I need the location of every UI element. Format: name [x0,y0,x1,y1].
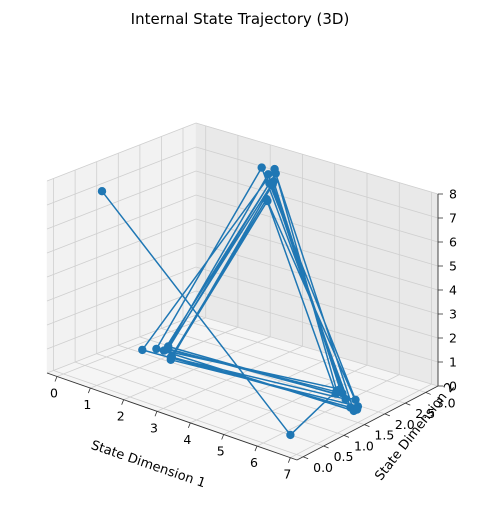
grid-line-z [46,194,439,267]
trajectory-point [271,169,280,178]
z-tick-label: 0 [449,379,457,394]
y-tick-mark [323,445,329,449]
z-tick-label: 5 [449,259,457,274]
z-tick-label: 7 [449,211,457,226]
y-tick-label: 2.5 [415,406,435,421]
trajectory-point [152,344,161,354]
trajectory-point [263,196,272,206]
z-tick-label: 3 [449,307,457,322]
trajectory-point [257,163,266,172]
x-axis-line [46,372,298,461]
trajectory-point [341,395,350,404]
x-tick-mark [54,376,58,382]
x-tick-mark [287,457,291,463]
x-tick-label: 3 [150,420,158,435]
grid-line-z [46,146,439,219]
z-tick-label: 2 [449,331,457,346]
data-series [97,163,363,440]
trajectory-point [351,395,360,404]
y-tick-mark [343,434,350,438]
x-tick-label: 5 [217,443,225,458]
trajectory-line [101,166,359,436]
x-tick-mark [87,387,91,394]
trajectory-point [268,180,277,189]
x-tick-mark [154,411,158,417]
y-tick-mark [364,424,370,427]
y-tick-mark [384,413,391,417]
z-tick-label: 1 [449,355,457,370]
grid-line-z [46,290,439,363]
y-tick-label: 1.0 [354,438,374,453]
x-tick-label: 7 [283,467,291,482]
trajectory-point [97,187,107,196]
y-tick-mark [425,392,431,395]
trajectory-point [264,170,273,179]
axis-panes [46,122,439,461]
grid-line-z [46,122,439,195]
x-tick-mark [221,434,225,440]
y-tick-label: 0.5 [334,449,354,464]
x-tick-label: 6 [250,455,258,470]
y-tick-label: 2.0 [395,417,415,432]
x-tick-label: 2 [117,409,125,424]
trajectory-point [286,430,295,440]
grid-line-z [46,242,439,315]
z-tick-label: 6 [449,235,457,250]
x-tick-mark [187,422,191,429]
x-tick-label: 0 [50,385,58,400]
grid-line-z [46,266,439,339]
y-tick-label: 0.0 [313,460,333,475]
x-tick-label: 1 [83,397,91,412]
chart-title: Internal State Trajectory (3D) [131,10,350,28]
x-tick-mark [254,445,258,452]
trajectory-point [138,345,147,355]
y-tick-label: 3.0 [436,395,456,410]
grid-line-z [46,218,439,291]
y-tick-mark [302,456,309,460]
grid-line-z [46,170,439,243]
trajectory-point [167,352,176,362]
x-tick-label: 4 [183,432,191,447]
trajectory-point [352,405,362,414]
y-tick-mark [405,402,411,406]
y-axis-line [296,385,439,461]
z-tick-label: 4 [449,283,457,298]
trajectory-point [164,344,173,354]
trajectory-point [331,389,341,398]
x-tick-mark [121,399,125,405]
y-tick-label: 1.5 [374,428,394,443]
z-tick-label: 8 [449,187,457,202]
